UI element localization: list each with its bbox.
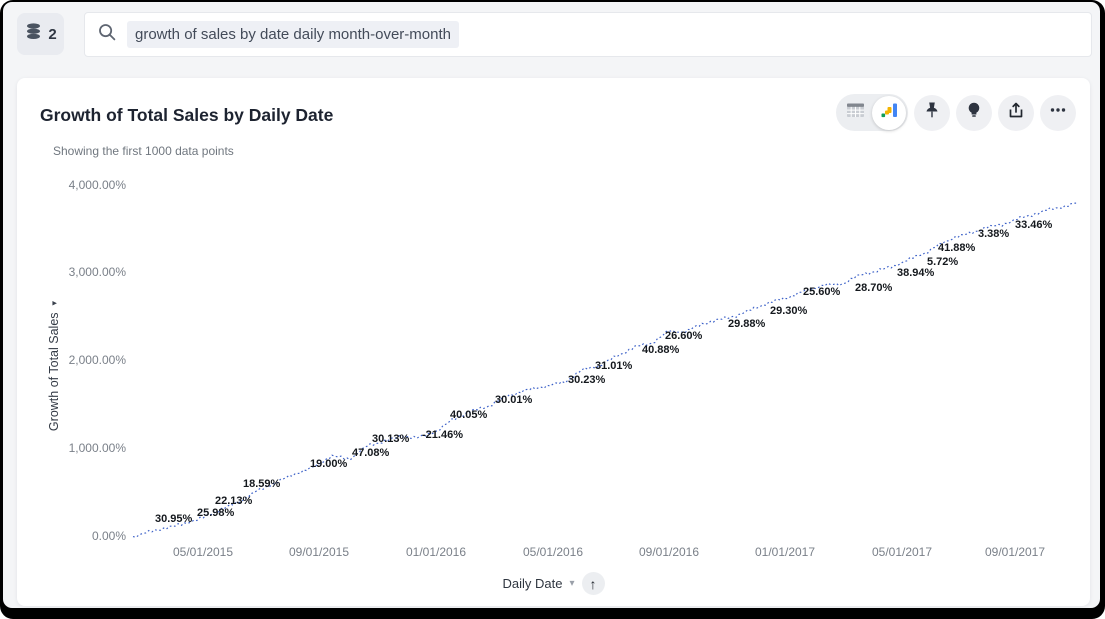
data-point-label: 5.72% <box>927 256 959 268</box>
view-toggle <box>836 94 908 131</box>
page-title: Growth of Total Sales by Daily Date <box>40 105 334 125</box>
pin-button[interactable] <box>914 94 950 131</box>
search-icon <box>97 22 117 47</box>
insights-button[interactable] <box>956 94 992 131</box>
y-tick-label: 4,000.00% <box>68 178 126 192</box>
data-points-note: Showing the first 1000 data points <box>53 144 234 158</box>
y-tick-label: 1,000.00% <box>68 441 126 455</box>
answer-card: Growth of Total Sales by Daily Date Show… <box>17 78 1090 606</box>
y-tick-label: 3,000.00% <box>68 265 126 279</box>
arrow-up-icon: ↑ <box>589 575 597 592</box>
data-point-label: -21.46% <box>422 429 463 441</box>
share-button[interactable] <box>998 94 1034 131</box>
data-point-label: 31.01% <box>595 360 633 372</box>
data-point-label: 30.95% <box>155 513 193 525</box>
x-tick-label: 09/01/2015 <box>288 545 350 559</box>
x-tick-label: 01/01/2017 <box>754 545 816 559</box>
chart-area: Growth of Total Sales ▾ 4,000.00% 3,000.0… <box>17 78 1090 606</box>
y-tick-label: 0.00% <box>91 529 126 543</box>
x-axis-title[interactable]: Daily Date <box>502 576 563 591</box>
table-view-button[interactable] <box>838 96 872 130</box>
data-point-label: 28.70% <box>855 282 893 294</box>
data-point-label: 47.08% <box>352 447 390 459</box>
data-point-label: 26.60% <box>665 330 703 342</box>
data-point-label: 30.01% <box>495 394 533 406</box>
pin-icon <box>923 101 941 124</box>
data-point-label: 18.59% <box>243 478 281 490</box>
y-tick-label: 2,000.00% <box>68 353 126 367</box>
viz-toolbar <box>836 94 1076 131</box>
data-point-label: 30.23% <box>568 374 606 386</box>
data-source-badge[interactable]: 2 <box>17 13 64 55</box>
ellipsis-icon <box>1049 101 1067 124</box>
x-tick-label: 09/01/2017 <box>984 545 1046 559</box>
data-point-label: 29.30% <box>770 305 808 317</box>
search-input[interactable]: growth of sales by date daily month-over… <box>84 12 1092 57</box>
search-query[interactable]: growth of sales by date daily month-over… <box>127 21 459 48</box>
data-point-label: 25.98% <box>197 507 235 519</box>
data-point-label: 41.88% <box>938 242 976 254</box>
data-point-label: 19.00% <box>310 458 348 470</box>
x-tick-label: 09/01/2016 <box>638 545 700 559</box>
app-window: 2 growth of sales by date daily month-ov… <box>3 2 1100 608</box>
x-tick-label: 05/01/2017 <box>871 545 933 559</box>
data-point-label: 29.88% <box>728 318 766 330</box>
more-button[interactable] <box>1040 94 1076 131</box>
chevron-down-icon[interactable]: ▾ <box>569 578 575 589</box>
data-point-label: 22.13% <box>215 495 253 507</box>
data-point-label: 3.38% <box>978 228 1010 240</box>
growth-line-series[interactable] <box>17 78 1089 568</box>
data-point-label: 38.94% <box>897 267 935 279</box>
data-point-label: 40.05% <box>450 409 488 421</box>
y-axis-ticks: 4,000.00% 3,000.00% 2,000.00% 1,000.00% 0.00… <box>17 78 130 606</box>
data-point-label: 40.88% <box>642 344 680 356</box>
data-point-label: 25.60% <box>803 286 841 298</box>
sort-ascending-button[interactable]: ↑ <box>581 572 605 595</box>
chart-view-button[interactable] <box>872 95 906 130</box>
x-tick-label: 05/01/2016 <box>522 545 584 559</box>
chart-icon <box>880 101 899 125</box>
lightbulb-icon <box>965 101 983 124</box>
data-point-label: 30.13% <box>372 433 410 445</box>
x-tick-label: 01/01/2016 <box>405 545 467 559</box>
data-point-label: 33.46% <box>1015 219 1053 231</box>
source-count: 2 <box>48 25 57 43</box>
database-icon <box>24 22 43 46</box>
share-icon <box>1007 101 1025 124</box>
table-icon <box>846 102 865 124</box>
x-tick-label: 05/01/2015 <box>172 545 234 559</box>
x-axis-control: Daily Date ▾ ↑ <box>17 572 1090 595</box>
